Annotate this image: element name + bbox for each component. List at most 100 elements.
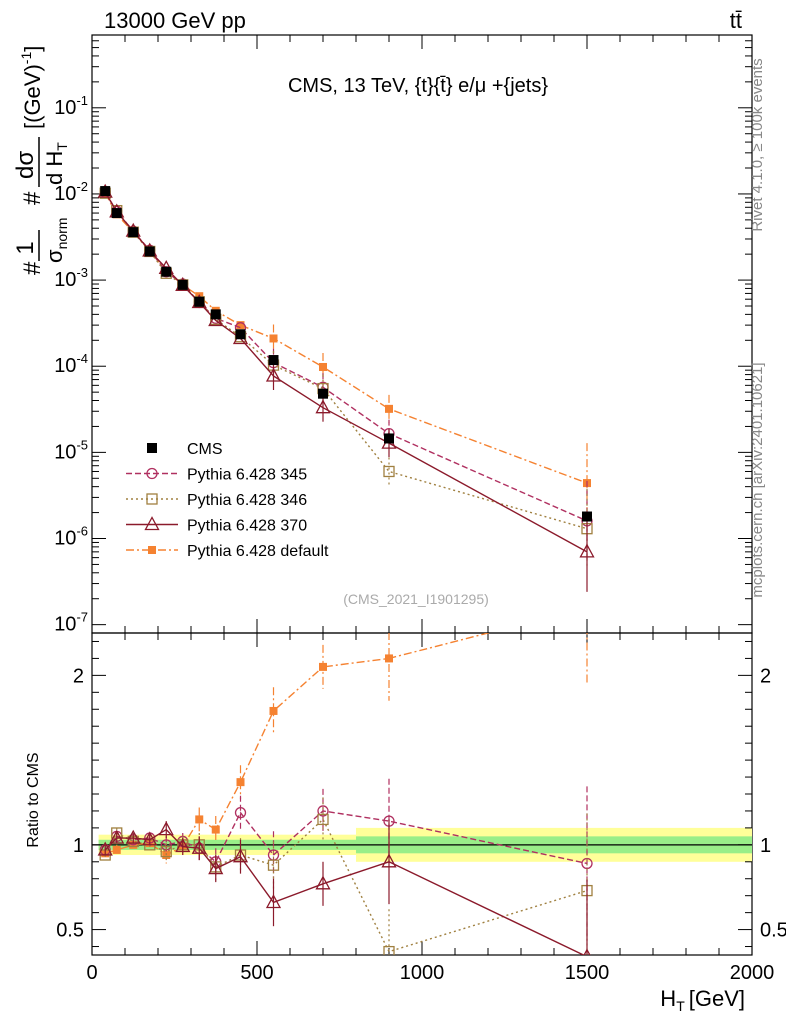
cms-data-point — [111, 208, 122, 219]
ylabel-one: 1 — [12, 241, 39, 254]
ratio-panel-frame — [91, 632, 753, 956]
ratio-y-tick-label: 1 — [73, 835, 84, 857]
ratio-point — [191, 839, 207, 854]
legend-marker — [146, 467, 158, 480]
ratio-point — [383, 945, 395, 955]
header-energy-label: 13000 GeV pp — [104, 8, 246, 33]
legend-label: Pythia 6.428 default — [187, 543, 329, 560]
plot-title: CMS, 13 TeV, {t}{t̄} e/μ +{jets} — [288, 75, 548, 97]
cms-data-point — [235, 329, 246, 340]
series-line-1 — [104, 192, 588, 530]
ratio-point — [315, 875, 331, 890]
legend-label: CMS — [187, 441, 223, 458]
ratio-point — [97, 841, 113, 856]
ratio-line-3 — [105, 633, 491, 856]
y-tick-label: 10-3 — [54, 265, 88, 291]
ratio-point — [317, 813, 329, 826]
series-point — [265, 367, 282, 382]
ratio-point — [385, 654, 393, 663]
xlabel-h: H — [660, 986, 676, 1011]
svg-text:[(GeV)-1]: [(GeV)-1] — [18, 46, 45, 129]
ylabel-dsigma: dσ — [12, 151, 39, 179]
series-point — [269, 334, 278, 343]
ratio-point — [158, 821, 174, 836]
ratio-y-tick-label-right: 2 — [760, 665, 771, 687]
ratio-y-tick-label: 2 — [73, 665, 84, 687]
ratio-point — [581, 857, 593, 870]
legend-label: Pythia 6.428 370 — [187, 518, 307, 535]
analysis-watermark: (CMS_2021_I1901295) — [343, 591, 489, 607]
ylabel-sigma: σ — [42, 249, 67, 263]
series-point — [208, 312, 224, 327]
ylabel-close: ] — [20, 46, 45, 52]
cms-data-point — [161, 266, 172, 277]
ratio-point — [381, 853, 397, 868]
cms-data-point — [210, 309, 221, 320]
series-point — [319, 362, 327, 371]
series-point — [315, 399, 331, 414]
series-point — [236, 321, 245, 330]
ratio-point — [234, 806, 247, 819]
legend-marker — [144, 516, 160, 531]
ratio-point — [265, 894, 282, 909]
ratio-point — [232, 848, 249, 863]
ratio-point — [142, 831, 158, 846]
series-point — [385, 404, 393, 413]
legend-marker — [148, 546, 156, 554]
legend-label: Pythia 6.428 346 — [187, 492, 307, 509]
cms-data-point — [128, 227, 139, 238]
ylabel-hash-2: # — [19, 191, 46, 205]
cms-data-point — [384, 433, 394, 444]
legend-marker — [146, 493, 158, 505]
cms-data-point — [100, 186, 111, 197]
ratio-point — [175, 838, 191, 853]
y-tick-label: 10-6 — [54, 524, 88, 550]
x-tick-label: 500 — [240, 962, 273, 984]
mcplots-label: mcplots.cern.ch [arXiv:2401.10621] — [749, 362, 766, 597]
series-line-2 — [104, 191, 588, 553]
cms-data-point — [268, 355, 279, 366]
ylabel-t-sub: T — [54, 142, 70, 151]
legend-marker — [147, 443, 157, 453]
y-tick-label: 10-1 — [54, 93, 88, 119]
ratio-y-tick-label-right: 1 — [760, 835, 771, 857]
cms-data-point — [582, 511, 592, 522]
series-line-3 — [104, 192, 588, 484]
ratio-y-tick-label-right: 0.5 — [760, 920, 786, 942]
ratio-point — [160, 845, 172, 858]
main-y-axis-label: # 1 σnorm # dσ d HT [(GeV)-1] — [12, 46, 70, 275]
y-tick-label: 10-4 — [54, 351, 88, 377]
ylabel-unit: [(GeV) — [20, 64, 45, 129]
ratio-point — [211, 825, 220, 834]
series-point — [383, 465, 395, 478]
series-point — [579, 543, 595, 558]
x-tick-label: 2000 — [730, 962, 775, 984]
ratio-point — [208, 860, 224, 875]
x-tick-label: 1500 — [565, 962, 610, 984]
cms-data-point — [318, 388, 328, 399]
ratio-point — [125, 829, 141, 844]
ratio-point — [319, 662, 327, 671]
y-tick-label: 10-5 — [54, 437, 88, 463]
ratio-point — [195, 815, 204, 824]
y-tick-label: 10-2 — [54, 179, 88, 205]
ratio-point — [583, 604, 591, 612]
ratio-point — [267, 859, 280, 871]
xlabel-unit: [GeV] — [689, 986, 745, 1011]
ratio-point — [109, 829, 125, 844]
ratio-y-axis-label: Ratio to CMS — [25, 752, 42, 847]
svg-text:#: # — [19, 261, 46, 275]
x-tick-label: 1000 — [400, 962, 445, 984]
ylabel-hash-1: # — [19, 261, 46, 275]
ylabel-dh: d H — [42, 151, 67, 185]
ratio-y-tick-label: 0.5 — [56, 920, 84, 942]
cms-data-point — [177, 279, 188, 290]
header-process-label: tt̄ — [730, 8, 742, 33]
x-tick-label: 0 — [86, 962, 97, 984]
svg-text:d HT: d HT — [42, 142, 70, 185]
ratio-point — [112, 845, 121, 854]
ylabel-norm: norm — [54, 218, 70, 250]
cms-data-point — [144, 246, 155, 257]
xlabel-t-sub: T — [676, 998, 685, 1014]
ylabel-exp: -1 — [18, 52, 34, 65]
